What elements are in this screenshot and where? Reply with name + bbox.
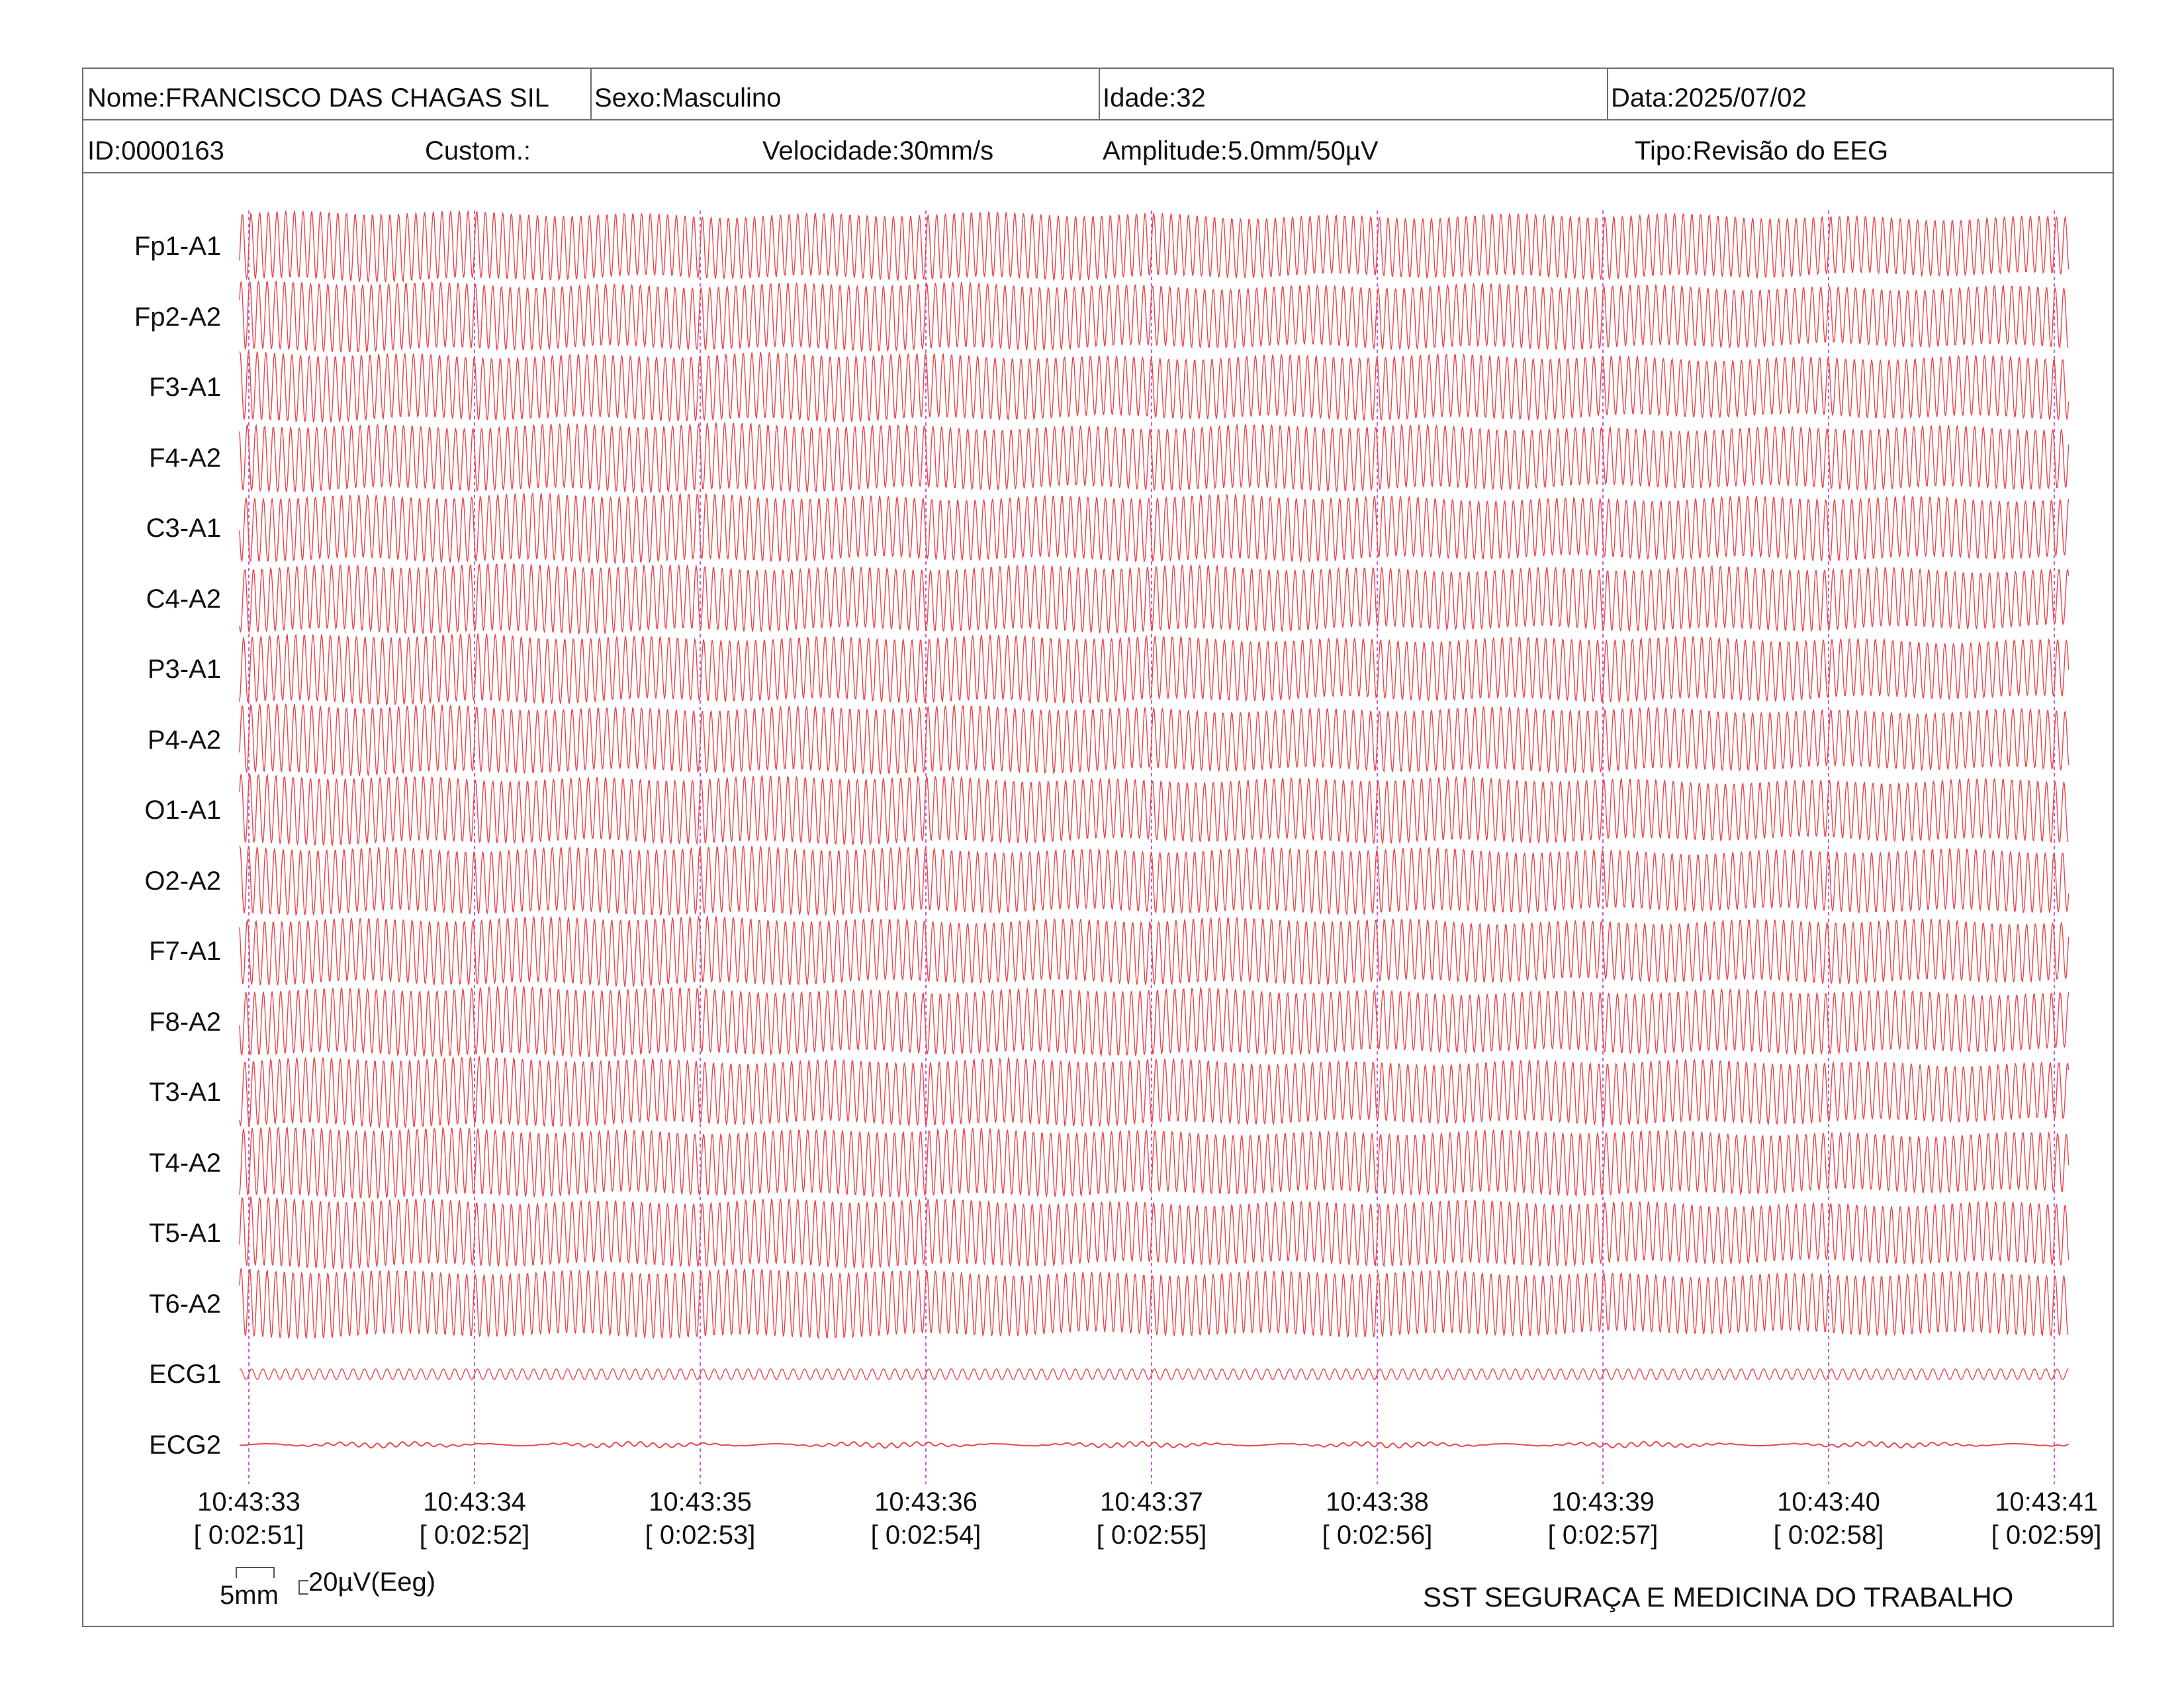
time-tick-label: 10:43:39 [ 0:02:57] [1537,1485,1669,1552]
patient-id: ID:0000163 [87,136,224,165]
time-tick-label: 10:43:37 [ 0:02:55] [1085,1485,1218,1552]
channel-trace [239,915,2070,987]
report-frame [82,68,2114,1627]
time-tick-clock: 10:43:38 [1326,1487,1429,1517]
time-tick-elapsed: [ 0:02:53] [645,1521,756,1550]
time-tick-clock: 10:43:36 [874,1487,978,1517]
channel-traces [239,209,2070,1449]
channel-trace [239,773,2069,847]
channel-trace [239,351,2070,423]
time-tick-elapsed: [ 0:02:56] [1322,1521,1433,1550]
time-tick-label: 10:43:33 [ 0:02:51] [183,1485,315,1552]
channel-label: ECG2 [149,1430,221,1460]
time-tick-label: 10:43:38 [ 0:02:56] [1311,1485,1443,1552]
channel-label: F4-A2 [149,443,221,473]
channel-trace [239,279,2070,353]
patient-sex: Sexo:Masculino [594,83,782,113]
time-tick-label: 10:43:41 [ 0:02:59] [1980,1485,2113,1552]
organization-name: SST SEGURAÇA E MEDICINA DO TRABALHO [1423,1581,2014,1613]
time-tick-clock: 10:43:34 [423,1487,526,1517]
time-tick-elapsed: [ 0:02:54] [870,1521,981,1550]
time-tick-clock: 10:43:39 [1551,1487,1655,1517]
amplitude-setting: Amplitude:5.0mm/50µV [1103,136,1379,165]
time-tick-clock: 10:43:35 [649,1487,752,1517]
channel-trace [239,209,2070,283]
time-tick-elapsed: [ 0:02:59] [1991,1521,2102,1550]
channel-label: T5-A1 [149,1219,221,1248]
time-scale-bar [236,1567,275,1578]
time-tick-clock: 10:43:33 [197,1487,300,1517]
channel-label: Fp2-A2 [134,302,221,332]
time-tick-label: 10:43:36 [ 0:02:54] [860,1485,992,1552]
channel-trace [239,1055,2070,1128]
header-row-patient [82,68,2114,120]
channel-label: ECG1 [149,1360,221,1389]
time-tick-elapsed: [ 0:02:57] [1547,1521,1659,1550]
channel-label: F3-A1 [149,373,221,402]
channel-trace [239,1368,2069,1380]
header-divider [590,68,592,120]
time-tick-label: 10:43:40 [ 0:02:58] [1762,1485,1895,1552]
channel-label: C4-A2 [146,584,221,614]
scale-bars [236,1567,308,1595]
channel-label: P4-A2 [147,725,221,755]
channel-trace [239,562,2070,635]
exam-type: Tipo:Revisão do EEG [1635,136,1889,165]
time-tick-clock: 10:43:37 [1100,1487,1203,1517]
channel-label: Fp1-A1 [134,232,221,261]
channel-label: C3-A1 [146,514,221,543]
amplitude-scale-bar [298,1580,308,1595]
speed-setting: Velocidade:30mm/s [762,136,994,165]
time-tick-elapsed: [ 0:02:55] [1096,1521,1207,1550]
channel-trace [239,1440,2069,1449]
amplitude-scale-label: 20µV(Eeg) [308,1568,436,1597]
channel-label: T6-A2 [149,1289,221,1319]
channel-trace [239,633,2070,706]
header-divider [1607,68,1608,120]
channel-label: T4-A2 [149,1148,221,1178]
channel-label: T3-A1 [149,1078,221,1107]
time-markers [248,211,2055,1484]
channel-trace [239,1268,2069,1340]
header-row-recording [82,120,2114,173]
time-scale-label: 5mm [220,1581,279,1610]
time-tick-clock: 10:43:41 [1995,1487,2098,1517]
channel-label: F8-A2 [149,1007,221,1037]
channel-trace [239,422,2070,494]
channel-label: O2-A2 [144,866,221,896]
exam-date: Data:2025/07/02 [1611,83,1807,113]
channel-trace [239,492,2070,565]
time-tick-label: 10:43:35 [ 0:02:53] [634,1485,766,1552]
time-tick-elapsed: [ 0:02:58] [1773,1521,1884,1550]
time-tick-label: 10:43:34 [ 0:02:52] [408,1485,541,1552]
channel-trace [239,1126,2070,1199]
custom-field: Custom.: [425,136,531,165]
time-tick-clock: 10:43:40 [1777,1487,1880,1517]
channel-label: P3-A1 [147,655,221,684]
time-tick-elapsed: [ 0:02:52] [419,1521,530,1550]
channel-trace [239,1196,2070,1270]
channel-trace [239,986,2070,1058]
channel-trace [239,845,2070,917]
channel-label: F7-A1 [149,937,221,966]
channel-trace [239,703,2070,776]
patient-age: Idade:32 [1103,83,1206,113]
channel-label: O1-A1 [144,796,221,825]
patient-name: Nome:FRANCISCO DAS CHAGAS SIL [87,83,549,113]
header-divider [1099,68,1100,120]
time-tick-elapsed: [ 0:02:51] [193,1521,304,1550]
